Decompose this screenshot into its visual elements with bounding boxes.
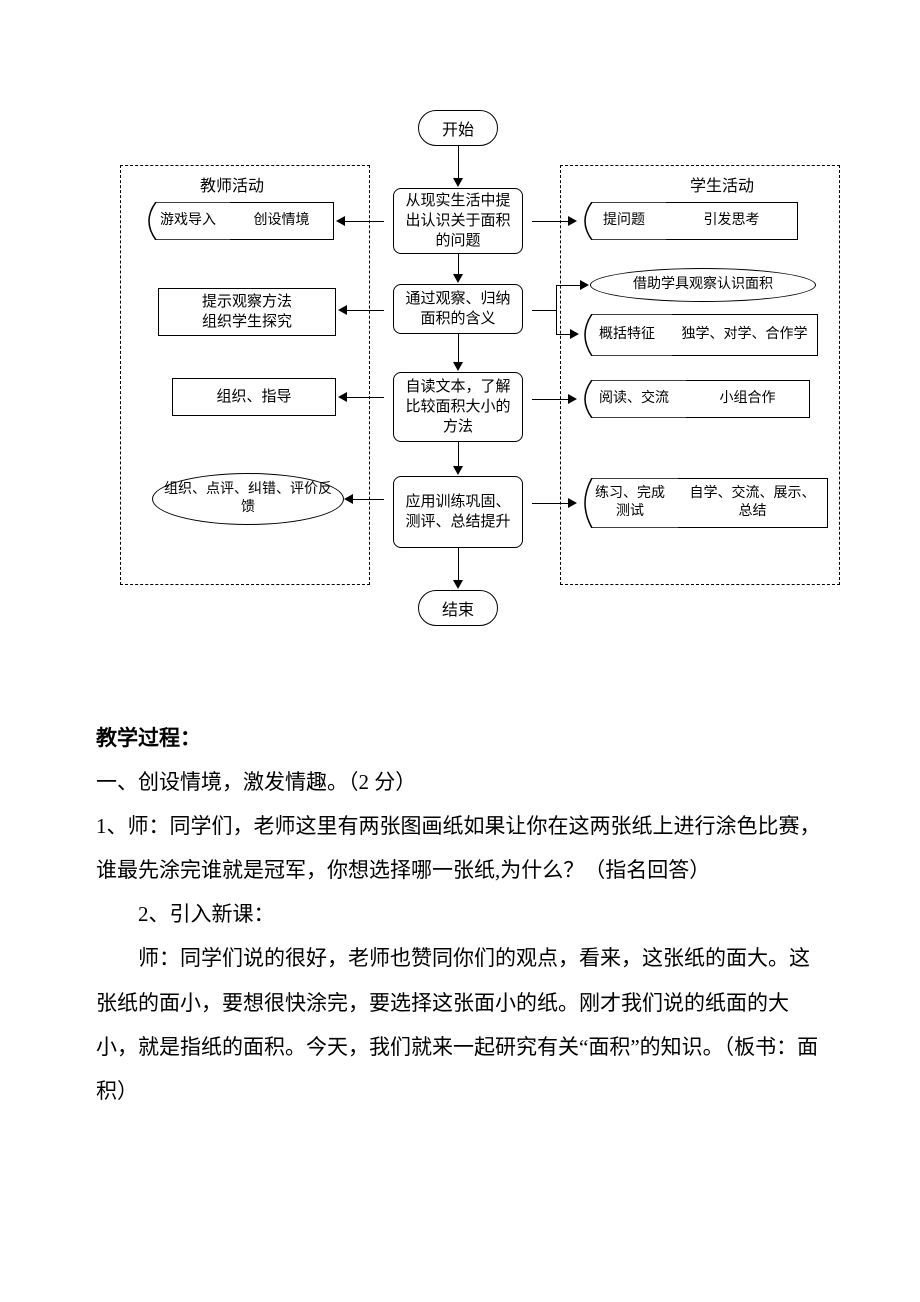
center-step-1-text: 从现实生活中提出认识关于面积的问题 [400, 191, 516, 252]
end-label: 结束 [442, 596, 474, 620]
arrow-head [344, 494, 353, 504]
arrow-head [453, 580, 463, 589]
student-node-2b-right: 独学、对学、合作学 [682, 326, 808, 344]
arrow [532, 503, 570, 504]
student-node-1: 提问题 引发思考 [578, 202, 798, 240]
arrow [352, 499, 384, 500]
arrow [344, 221, 384, 222]
arrow [532, 310, 556, 311]
arrow-head [338, 305, 347, 315]
paragraph-3: 2、引入新课： [96, 892, 824, 936]
arrow [458, 442, 459, 468]
arrow [458, 146, 459, 180]
arrow [556, 285, 557, 335]
arrow [458, 254, 459, 276]
student-node-2a-text: 借助学具观察认识面积 [633, 276, 773, 294]
center-step-2: 通过观察、归纳面积的含义 [393, 284, 523, 334]
teacher-node-1: 游戏导入 创设情境 [142, 202, 334, 240]
student-node-4: 练习、完成测试 自学、交流、展示、总结 [578, 478, 828, 528]
student-node-3-left: 阅读、交流 [599, 390, 669, 408]
teacher-node-4: 组织、点评、纠错、评价反馈 [152, 473, 344, 525]
arrow-head [568, 394, 577, 404]
arrow-head [338, 392, 347, 402]
teacher-node-1-right: 创设情境 [254, 212, 310, 230]
center-step-4: 应用训练巩固、测评、总结提升 [393, 476, 523, 548]
paragraph-1: 一、创设情境，激发情趣。（2 分） [96, 760, 824, 804]
heading: 教学过程： [96, 716, 824, 760]
arrow [532, 399, 570, 400]
start-label: 开始 [442, 116, 474, 140]
student-node-2b: 概括特征 独学、对学、合作学 [578, 314, 818, 356]
teacher-node-3-text: 组织、指导 [216, 387, 291, 407]
student-node-4-left: 练习、完成测试 [592, 485, 668, 521]
arrow-head [568, 498, 577, 508]
center-step-3: 自读文本，了解比较面积大小的方法 [393, 372, 523, 442]
arrow [458, 548, 459, 582]
student-node-2b-left: 概括特征 [599, 326, 655, 344]
student-node-1-right: 引发思考 [704, 212, 760, 230]
teacher-node-2-text: 提示观察方法 组织学生探究 [202, 292, 292, 333]
teacher-node-2: 提示观察方法 组织学生探究 [158, 288, 336, 336]
arrow-head [453, 466, 463, 475]
center-step-1: 从现实生活中提出认识关于面积的问题 [393, 188, 523, 254]
center-step-2-text: 通过观察、归纳面积的含义 [400, 289, 516, 330]
flowchart: 开始 教师活动 学生活动 从现实生活中提出认识关于面积的问题 通过观察、归纳面积… [120, 110, 840, 670]
arrow [458, 334, 459, 364]
arrow-head [336, 216, 345, 226]
arrow-head [453, 178, 463, 187]
student-node-4-right: 自学、交流、展示、总结 [686, 485, 819, 521]
teacher-node-1-left: 游戏导入 [160, 212, 216, 230]
student-node-2a: 借助学具观察认识面积 [590, 268, 816, 302]
arrow-head [453, 362, 463, 371]
student-node-1-left: 提问题 [603, 212, 645, 230]
start-node: 开始 [418, 110, 498, 146]
teacher-node-3: 组织、指导 [172, 378, 336, 416]
student-group-label: 学生活动 [690, 172, 754, 196]
arrow-head [453, 274, 463, 283]
arrow-head [580, 280, 589, 290]
teacher-group-label: 教师活动 [200, 172, 264, 196]
arrow [346, 397, 384, 398]
arrow [346, 310, 384, 311]
teacher-node-4-text: 组织、点评、纠错、评价反馈 [161, 481, 335, 517]
student-node-3-right: 小组合作 [720, 390, 776, 408]
arrow [532, 221, 570, 222]
center-step-3-text: 自读文本，了解比较面积大小的方法 [400, 377, 516, 438]
center-step-4-text: 应用训练巩固、测评、总结提升 [400, 492, 516, 533]
paragraph-2: 1、师：同学们，老师这里有两张图画纸如果让你在这两张纸上进行涂色比赛，谁最先涂完… [96, 804, 824, 892]
arrow-head [568, 216, 577, 226]
student-node-3: 阅读、交流 小组合作 [578, 380, 810, 418]
body-text: 教学过程： 一、创设情境，激发情趣。（2 分） 1、师：同学们，老师这里有两张图… [96, 716, 824, 1113]
arrow [556, 285, 582, 286]
paragraph-4: 师：同学们说的很好，老师也赞同你们的观点，看来，这张纸的面大。这张纸的面小，要想… [96, 936, 824, 1112]
end-node: 结束 [418, 590, 498, 626]
